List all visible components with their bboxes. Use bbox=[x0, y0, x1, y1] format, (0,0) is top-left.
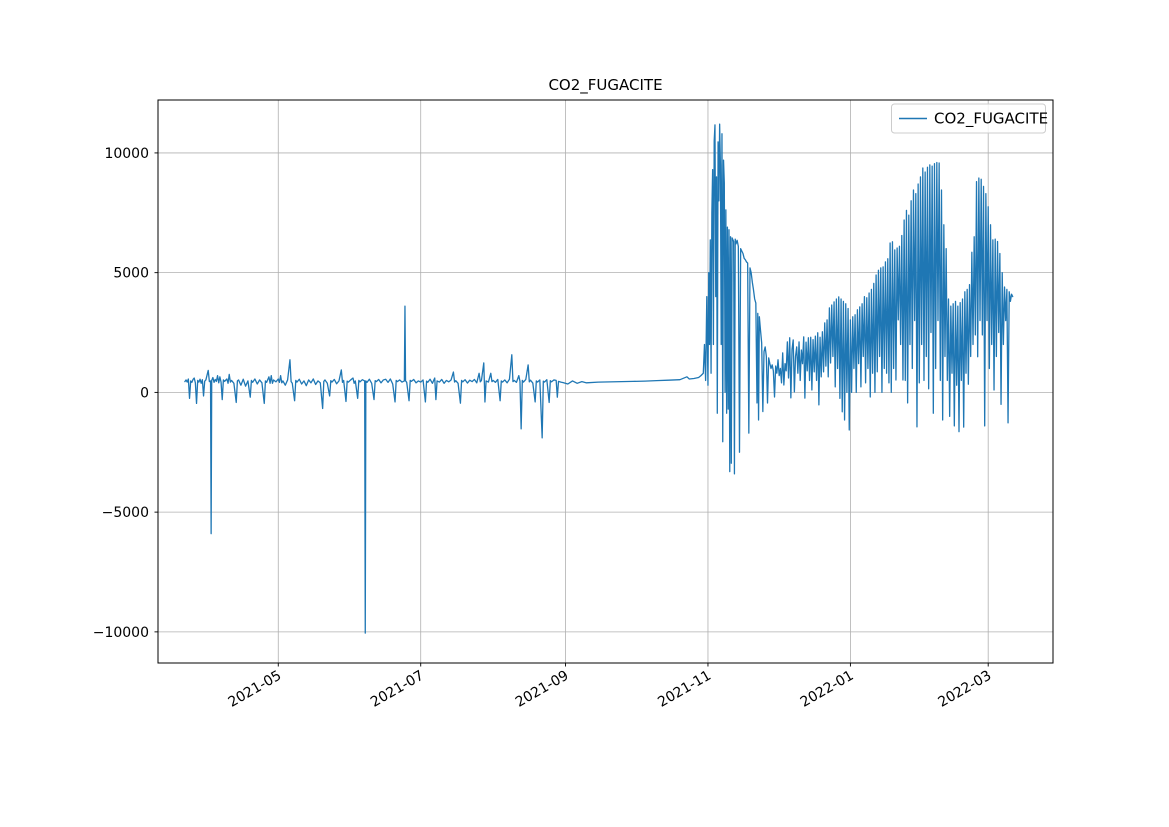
legend: CO2_FUGACITE bbox=[891, 103, 1048, 134]
y-tick-label: 5000 bbox=[113, 266, 149, 282]
legend-box bbox=[891, 103, 1046, 134]
chart-title: CO2_FUGACITE bbox=[548, 76, 662, 95]
y-tick-label: −5000 bbox=[102, 505, 149, 521]
series-line-co2-fugacite bbox=[184, 123, 1014, 634]
y-tick-label: −10000 bbox=[93, 625, 149, 641]
plot-frame bbox=[157, 99, 1054, 664]
y-tick-labels: 10000 5000 0 −5000 −10000 bbox=[93, 146, 149, 641]
y-tick-label: 10000 bbox=[104, 146, 149, 162]
axis-ticks bbox=[154, 152, 989, 667]
y-tick-label: 0 bbox=[140, 385, 149, 401]
legend-label: CO2_FUGACITE bbox=[934, 110, 1048, 129]
